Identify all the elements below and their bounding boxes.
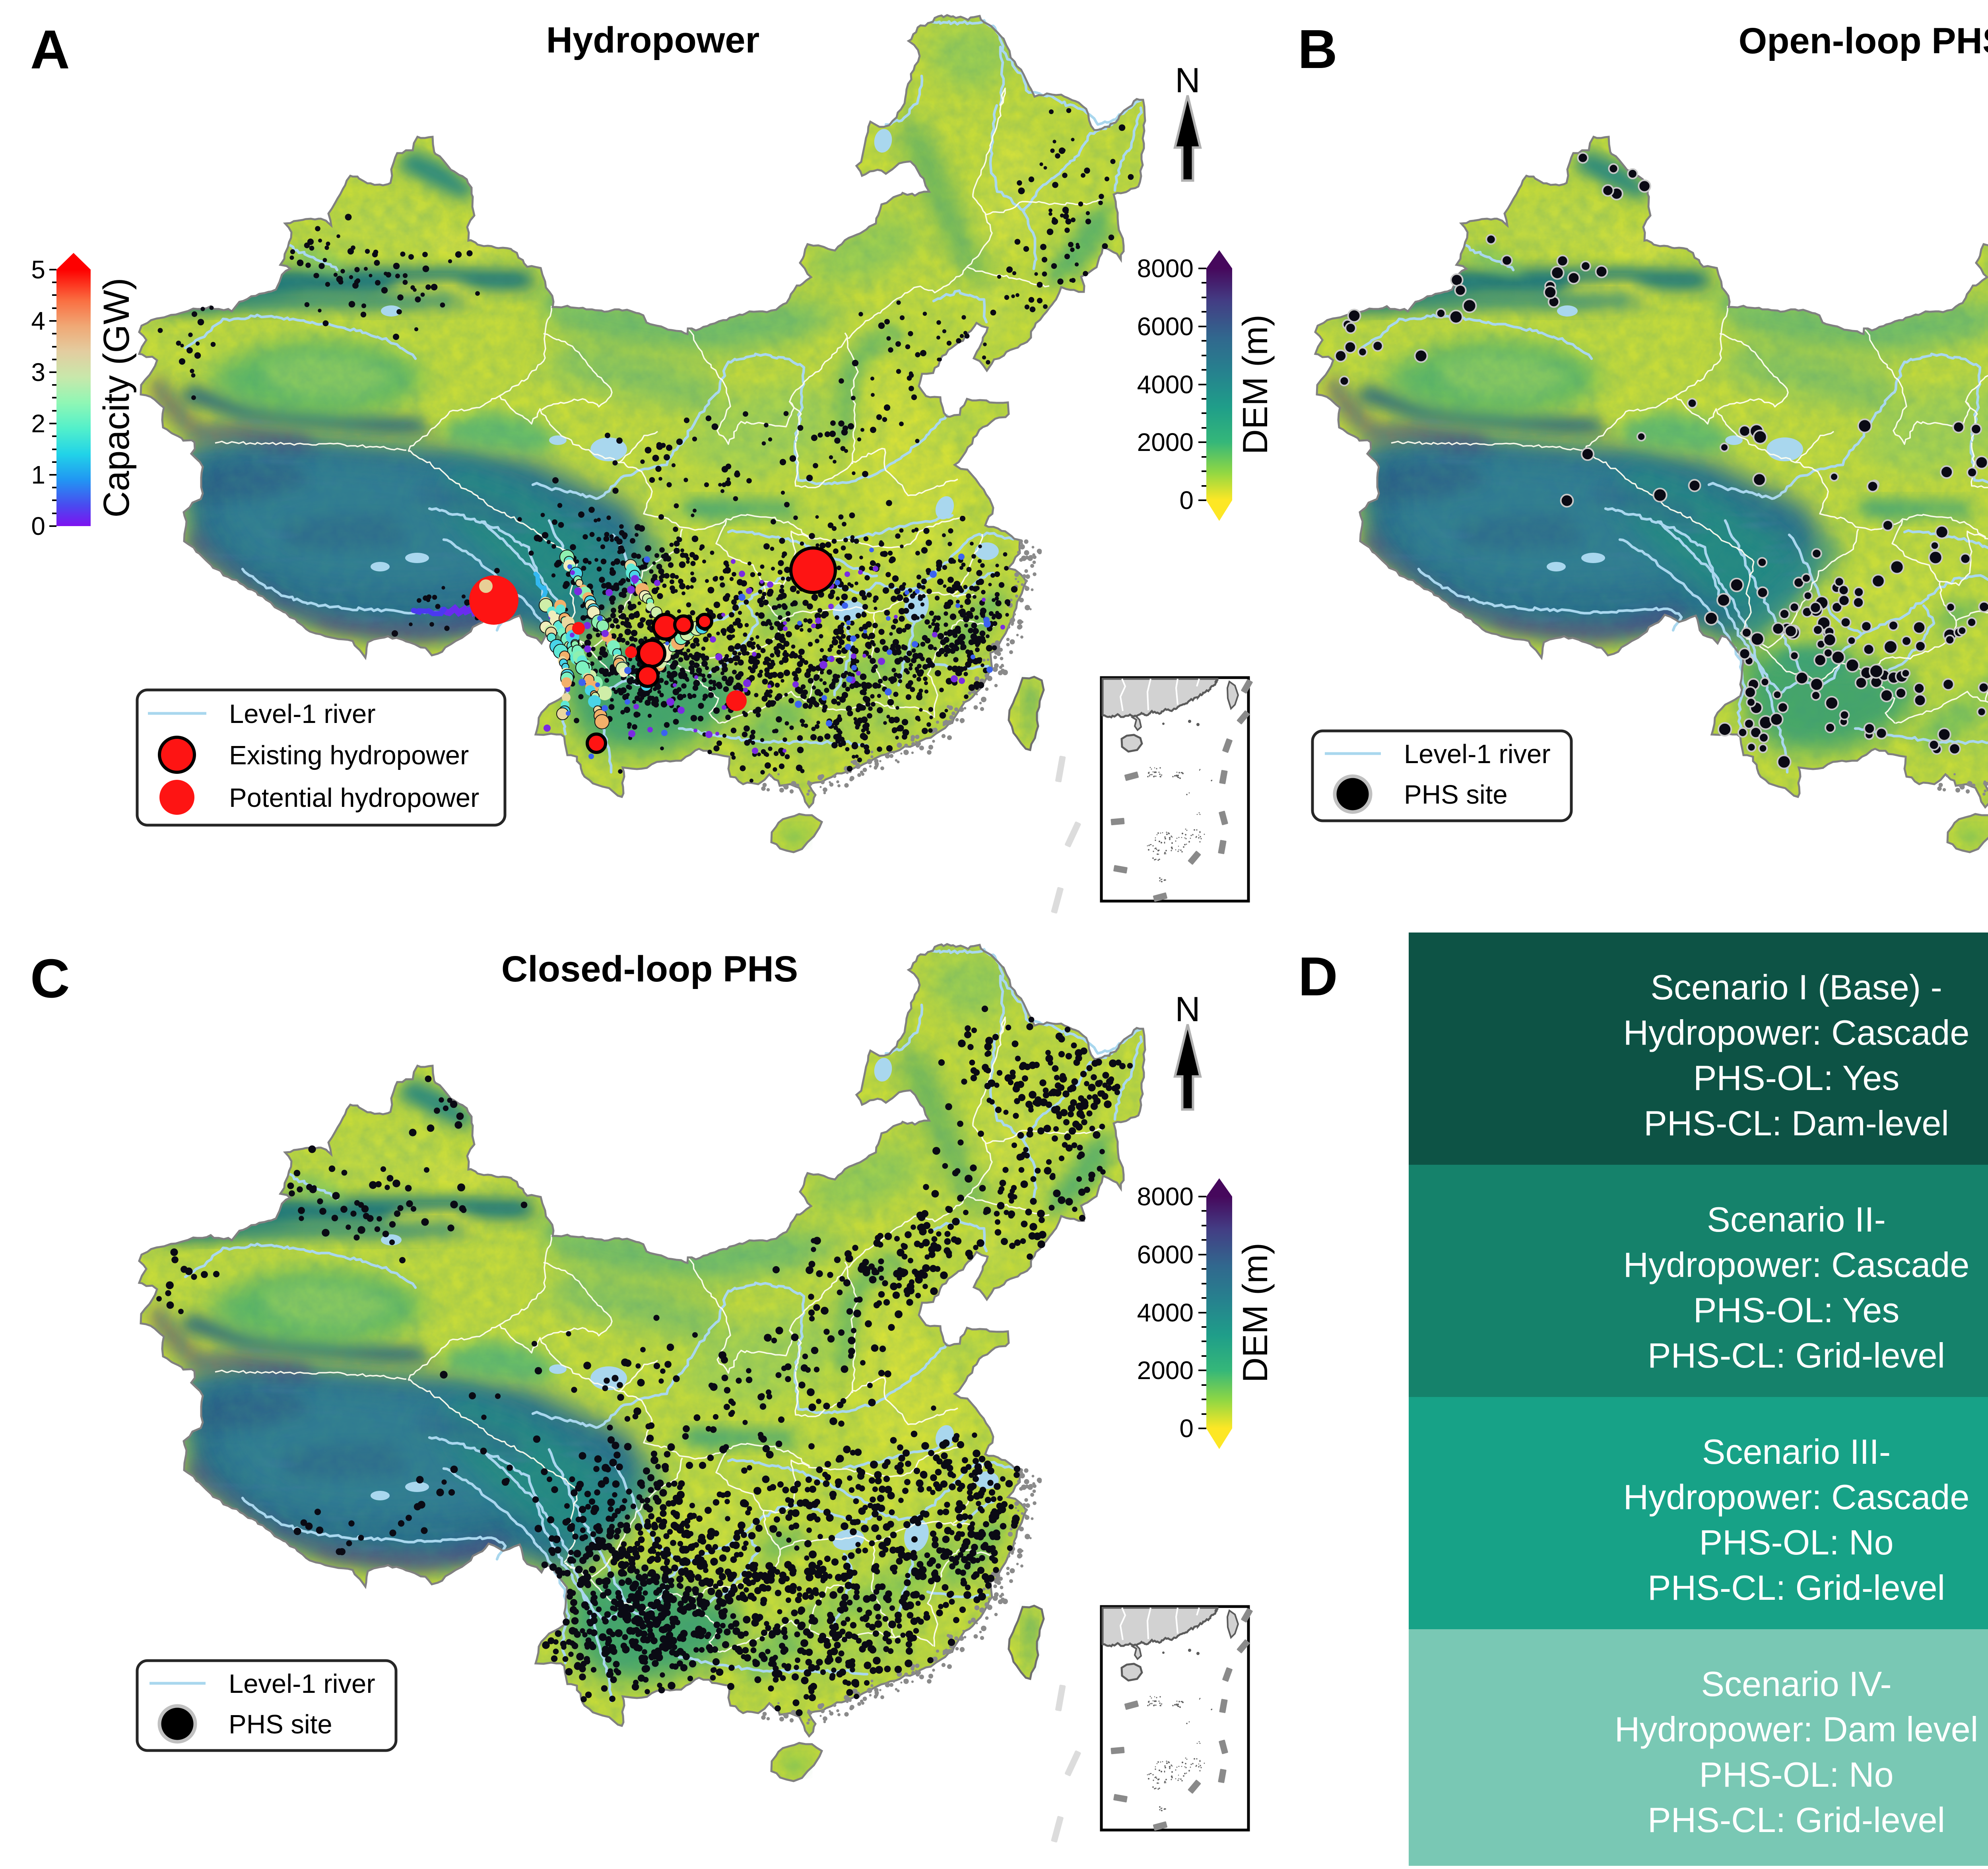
svg-text:8000: 8000 — [1137, 1182, 1194, 1211]
svg-text:PHS-OL: No: PHS-OL: No — [1699, 1755, 1893, 1794]
svg-text:C: C — [30, 948, 70, 1009]
svg-text:N: N — [1175, 989, 1200, 1029]
svg-text:1: 1 — [31, 460, 45, 489]
svg-text:Hydropower: Dam level: Hydropower: Dam level — [1615, 1710, 1978, 1749]
svg-text:3: 3 — [31, 358, 45, 387]
svg-text:Open-loop PHS: Open-loop PHS — [1739, 21, 1988, 61]
svg-text:PHS-OL: No: PHS-OL: No — [1699, 1523, 1893, 1562]
svg-text:Hydropower: Cascade: Hydropower: Cascade — [1623, 1477, 1970, 1517]
svg-text:PHS site: PHS site — [229, 1710, 332, 1739]
svg-text:Capacity (GW): Capacity (GW) — [96, 278, 137, 517]
svg-text:2: 2 — [31, 409, 45, 438]
svg-text:PHS-OL: Yes: PHS-OL: Yes — [1693, 1058, 1900, 1098]
svg-text:Scenario III-: Scenario III- — [1702, 1432, 1891, 1471]
svg-text:5: 5 — [31, 255, 45, 284]
svg-text:2000: 2000 — [1137, 1356, 1194, 1385]
svg-text:Existing hydropower: Existing hydropower — [229, 740, 469, 770]
svg-text:PHS-CL: Grid-level: PHS-CL: Grid-level — [1648, 1800, 1945, 1840]
svg-text:A: A — [30, 19, 70, 80]
svg-text:2000: 2000 — [1137, 428, 1194, 457]
svg-text:4: 4 — [31, 307, 45, 335]
svg-text:4000: 4000 — [1137, 1298, 1194, 1327]
svg-text:DEM (m): DEM (m) — [1235, 315, 1275, 455]
svg-text:Scenario II-: Scenario II- — [1707, 1200, 1886, 1239]
svg-text:PHS-OL: Yes: PHS-OL: Yes — [1693, 1290, 1900, 1330]
svg-text:DEM (m): DEM (m) — [1235, 1243, 1275, 1383]
svg-text:PHS-CL: Grid-level: PHS-CL: Grid-level — [1648, 1336, 1945, 1375]
svg-text:Potential hydropower: Potential hydropower — [229, 783, 479, 813]
svg-text:D: D — [1298, 946, 1338, 1007]
svg-text:Scenario I (Base) -: Scenario I (Base) - — [1650, 968, 1942, 1007]
svg-text:6000: 6000 — [1137, 312, 1194, 341]
svg-text:N: N — [1175, 60, 1200, 100]
svg-text:6000: 6000 — [1137, 1240, 1194, 1269]
svg-text:Scenario IV-: Scenario IV- — [1701, 1664, 1891, 1704]
svg-text:Level-1 river: Level-1 river — [229, 1669, 375, 1699]
svg-text:Hydropower: Hydropower — [546, 20, 760, 60]
svg-text:Hydropower: Cascade: Hydropower: Cascade — [1623, 1013, 1970, 1052]
svg-text:PHS site: PHS site — [1404, 780, 1508, 810]
svg-text:PHS-CL: Grid-level: PHS-CL: Grid-level — [1648, 1568, 1945, 1607]
svg-text:Level-1 river: Level-1 river — [229, 699, 376, 729]
svg-text:8000: 8000 — [1137, 254, 1194, 283]
svg-text:0: 0 — [31, 512, 45, 540]
svg-text:4000: 4000 — [1137, 370, 1194, 399]
svg-text:0: 0 — [1179, 1414, 1194, 1443]
svg-text:B: B — [1298, 19, 1338, 80]
svg-text:PHS-CL: Dam-level: PHS-CL: Dam-level — [1644, 1104, 1949, 1143]
svg-text:Level-1 river: Level-1 river — [1404, 739, 1551, 769]
svg-text:0: 0 — [1179, 486, 1194, 515]
svg-text:Closed-loop PHS: Closed-loop PHS — [501, 949, 798, 989]
svg-text:Hydropower: Cascade: Hydropower: Cascade — [1623, 1245, 1970, 1284]
